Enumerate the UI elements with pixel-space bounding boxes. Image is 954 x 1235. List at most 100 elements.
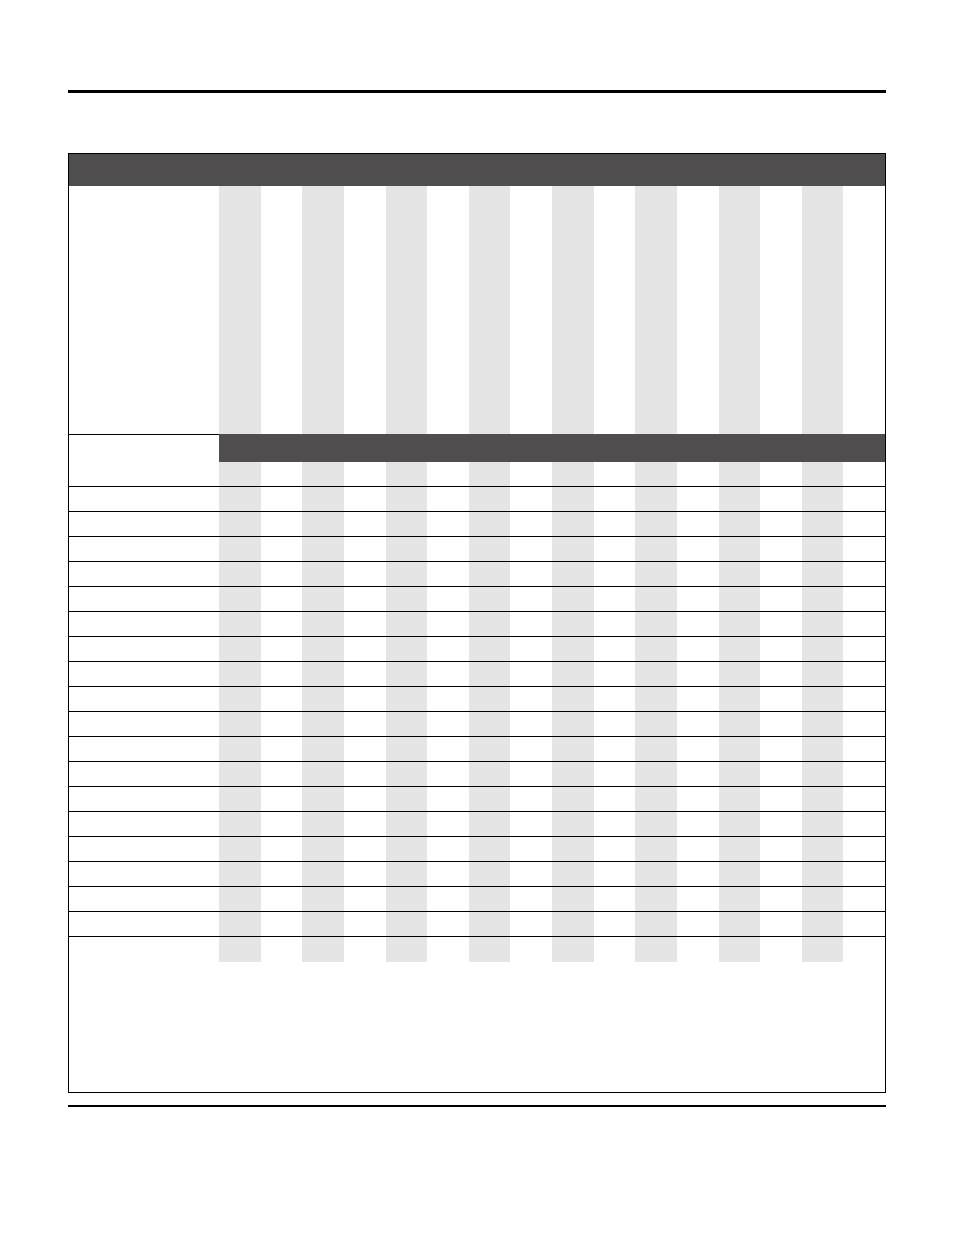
table-cell (677, 662, 719, 686)
table-cell (760, 537, 802, 561)
table-row (69, 912, 885, 937)
table-cell (719, 637, 761, 661)
table-cell (219, 637, 261, 661)
table-cell (802, 762, 844, 786)
table-cell (677, 537, 719, 561)
row-cells (219, 512, 885, 536)
table-cell (344, 887, 386, 911)
table-cell (510, 462, 552, 486)
col-header (344, 186, 386, 434)
row-label (69, 587, 219, 611)
table-cell (510, 837, 552, 861)
table-cell (802, 487, 844, 511)
table-cell (635, 787, 677, 811)
row-label (69, 887, 219, 911)
table-row (69, 762, 885, 787)
table-cell (510, 912, 552, 936)
table-row (69, 637, 885, 662)
table-cell (219, 662, 261, 686)
table-row (69, 937, 885, 962)
table-cell (843, 862, 885, 886)
table-cell (843, 537, 885, 561)
table-cell (261, 487, 303, 511)
table-cell (302, 912, 344, 936)
table-cell (344, 787, 386, 811)
table-cell (219, 537, 261, 561)
table-cell (469, 787, 511, 811)
col-header (719, 186, 761, 434)
table-cell (344, 712, 386, 736)
table-cell (594, 712, 636, 736)
page (0, 0, 954, 1107)
table-cell (510, 562, 552, 586)
table-cell (802, 787, 844, 811)
table-cell (469, 737, 511, 761)
table-cell (469, 587, 511, 611)
table-cell (219, 712, 261, 736)
table-cell (261, 562, 303, 586)
table-cell (552, 462, 594, 486)
table-cell (427, 837, 469, 861)
table-cell (261, 612, 303, 636)
table-cell (843, 462, 885, 486)
table-cell (843, 687, 885, 711)
table-cell (552, 712, 594, 736)
table-row (69, 562, 885, 587)
table-cell (302, 937, 344, 962)
table-cell (760, 737, 802, 761)
table-cell (219, 587, 261, 611)
table-cell (344, 737, 386, 761)
table-cell (677, 637, 719, 661)
table-cell (219, 562, 261, 586)
table-cell (302, 687, 344, 711)
table-cell (594, 562, 636, 586)
table-cell (219, 837, 261, 861)
table-cell (802, 512, 844, 536)
table-cell (427, 687, 469, 711)
table-cell (344, 812, 386, 836)
table-cell (635, 737, 677, 761)
table-cell (427, 712, 469, 736)
table-cell (760, 637, 802, 661)
table-cell (261, 662, 303, 686)
table-cell (552, 537, 594, 561)
table-cell (802, 612, 844, 636)
table-cell (635, 562, 677, 586)
table-cell (427, 587, 469, 611)
table-cell (594, 662, 636, 686)
table-cell (719, 662, 761, 686)
table-cell (469, 937, 511, 962)
table-cell (261, 837, 303, 861)
row-label (69, 512, 219, 536)
row-label (69, 837, 219, 861)
column-header-stripes (219, 186, 885, 434)
row-cells (219, 837, 885, 861)
row-cells (219, 537, 885, 561)
table-cell (843, 887, 885, 911)
table-cell (469, 562, 511, 586)
table-cell (219, 762, 261, 786)
row-cells (219, 712, 885, 736)
table-cell (635, 837, 677, 861)
table-cell (469, 887, 511, 911)
table-cell (469, 862, 511, 886)
table-cell (843, 912, 885, 936)
table-cell (677, 862, 719, 886)
table-cell (261, 737, 303, 761)
table-cell (302, 837, 344, 861)
table-cell (635, 862, 677, 886)
table-row (69, 662, 885, 687)
table-cell (719, 712, 761, 736)
table-cell (552, 487, 594, 511)
table-cell (510, 637, 552, 661)
table-cell (552, 687, 594, 711)
sub-header-band (69, 434, 885, 462)
table-cell (510, 662, 552, 686)
table-cell (552, 837, 594, 861)
table-cell (760, 487, 802, 511)
table-cell (261, 462, 303, 486)
table-cell (635, 912, 677, 936)
table-cell (552, 787, 594, 811)
table-cell (219, 912, 261, 936)
table-cell (802, 662, 844, 686)
